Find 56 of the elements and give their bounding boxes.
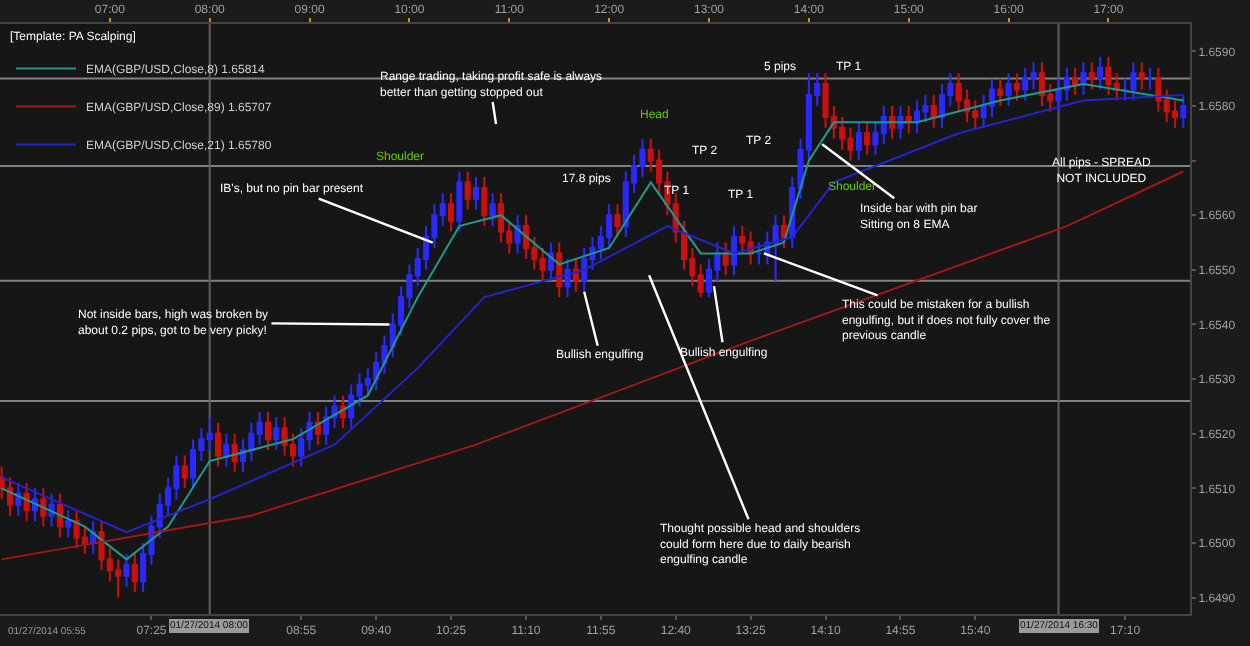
candlestick (323, 405, 330, 446)
candlestick (1072, 66, 1079, 97)
candlestick (1180, 94, 1187, 129)
candlestick (1022, 66, 1029, 102)
candlestick (331, 394, 338, 430)
candlestick (223, 432, 230, 468)
candlestick (123, 552, 130, 588)
candlestick (997, 77, 1004, 107)
candlestick (48, 492, 55, 528)
candlestick (864, 121, 871, 157)
candlestick (772, 214, 779, 282)
candlestick (314, 410, 321, 446)
candlestick (339, 394, 346, 430)
candlestick (264, 410, 271, 452)
candlestick (481, 175, 488, 228)
candlestick (1038, 61, 1045, 107)
candlestick (897, 104, 904, 140)
candlestick (472, 175, 480, 211)
candlestick (231, 432, 238, 473)
candlestick (1147, 66, 1154, 91)
candlestick (780, 214, 787, 249)
candlestick (889, 104, 896, 140)
candlestick (614, 203, 621, 239)
candlestick (181, 454, 188, 490)
candlestick (1088, 61, 1095, 91)
candlestick (1005, 72, 1012, 107)
candlestick (65, 509, 72, 539)
candlestick (755, 241, 762, 266)
candlestick (572, 257, 579, 293)
candlestick (914, 99, 921, 135)
candlestick (1105, 55, 1112, 97)
candlestick (40, 487, 47, 528)
candlestick (1097, 55, 1104, 91)
candlestick (273, 416, 280, 452)
candlestick (855, 121, 862, 162)
candlestick (131, 552, 138, 594)
candlestick (905, 104, 912, 135)
candlestick (1138, 61, 1145, 91)
candlestick (514, 214, 521, 255)
candlestick (1013, 72, 1020, 102)
candlestick (56, 492, 63, 539)
candlestick (564, 257, 571, 299)
candlestick (930, 94, 937, 129)
candlestick (547, 241, 554, 282)
candlestick (464, 170, 471, 211)
candlestick (1130, 61, 1137, 102)
candlestick (73, 509, 80, 550)
candlestick (722, 241, 729, 277)
candlestick (556, 241, 563, 299)
candlestick (730, 225, 738, 277)
candlestick (448, 192, 455, 233)
candlestick (23, 481, 30, 523)
candlestick (214, 421, 222, 468)
candlestick (456, 170, 463, 233)
candlestick (1080, 61, 1087, 97)
candlestick (489, 192, 496, 228)
